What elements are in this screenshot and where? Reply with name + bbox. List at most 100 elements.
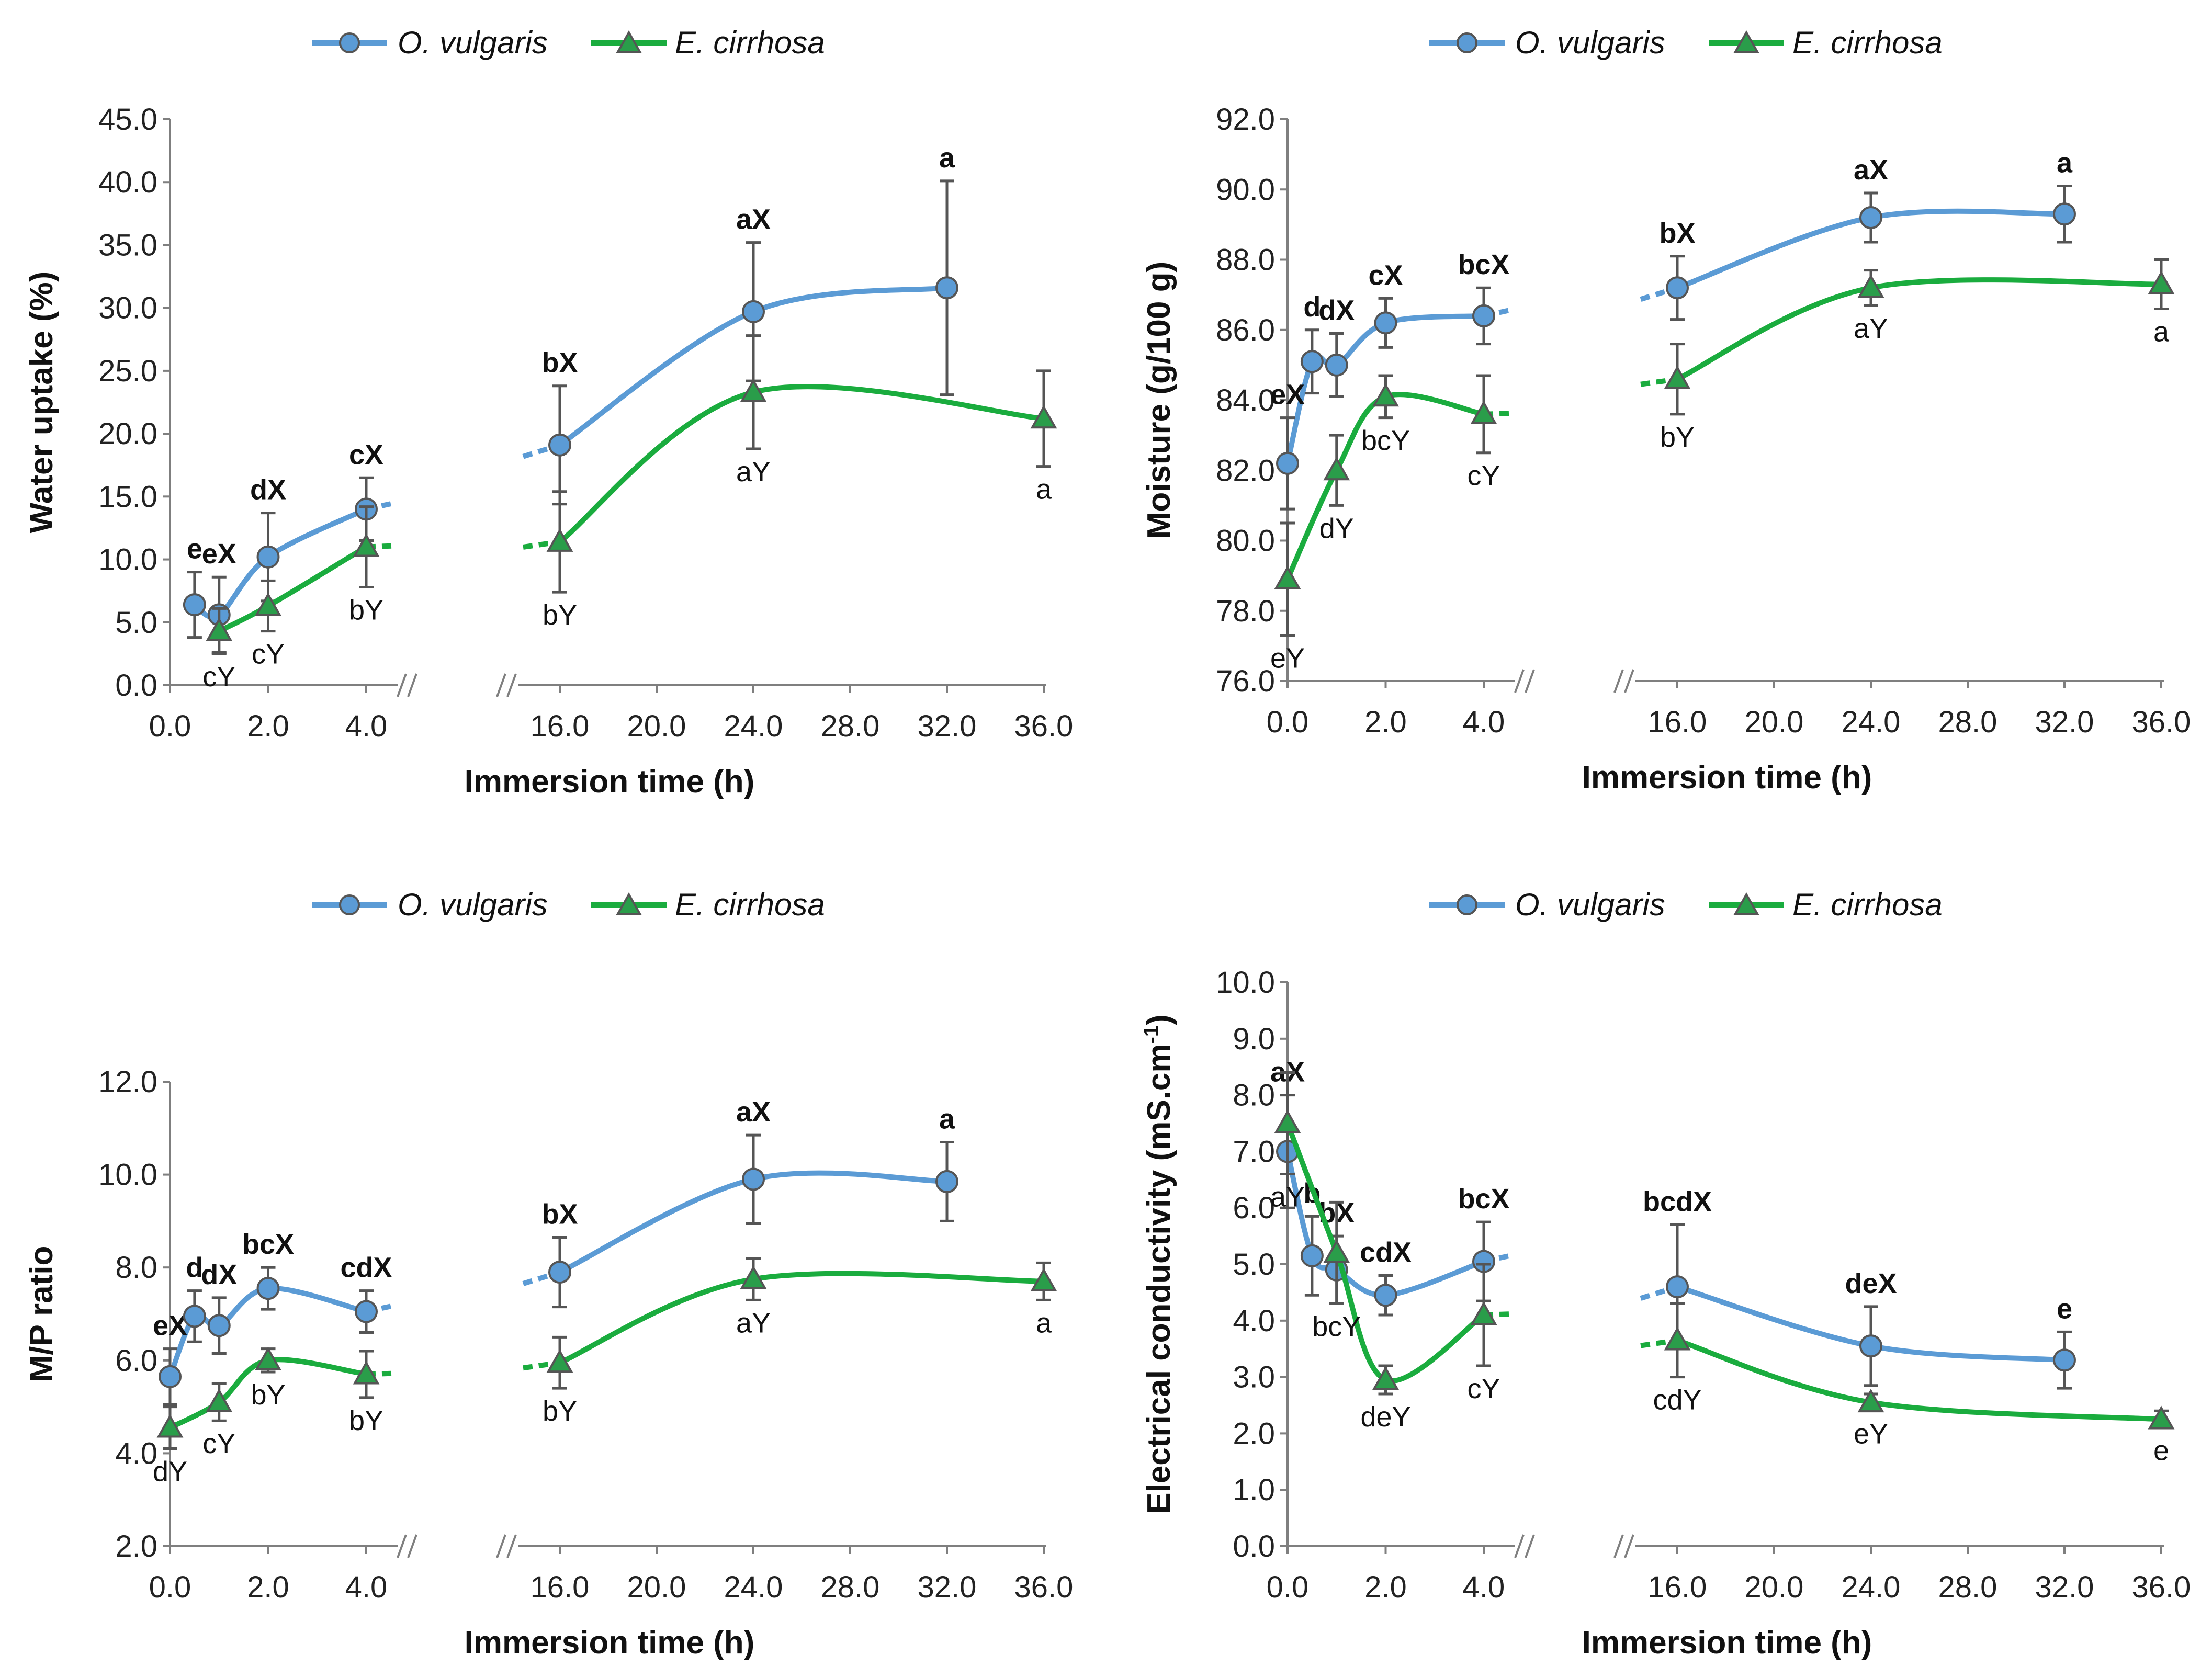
data-label: a [1036, 1307, 1052, 1339]
data-label: dY [1319, 513, 1354, 544]
data-point-e-cirrhosa [1470, 400, 1497, 424]
x-tick-label: 16.0 [531, 709, 590, 743]
legend-marker-o-vulgaris [339, 894, 360, 915]
data-point-o-vulgaris [548, 433, 571, 457]
data-point-e-cirrhosa [1274, 565, 1301, 589]
y-tick-label: 10.0 [1216, 966, 1275, 1000]
data-label: bX [541, 1198, 578, 1230]
data-label: cY [252, 639, 285, 670]
y-axis-title: Electrical conductivity (mS.cm-1) [1140, 1014, 1177, 1514]
series-e-cirrhosa: aY bcY deY cY cdY eY e [1270, 1071, 2175, 1467]
data-label: bY [1660, 422, 1695, 453]
series-e-cirrhosa: cY cY bY bY aY a [202, 334, 1057, 693]
data-point-o-vulgaris [183, 593, 206, 617]
y-tick-label: 6.0 [1233, 1191, 1275, 1225]
y-axis: 0.0 1.0 2.0 3.0 4.0 5.0 6.0 7.0 8.0 9.0 10.0 [1216, 966, 1289, 1563]
data-point-o-vulgaris [207, 1314, 231, 1337]
x-tick-label: 20.0 [627, 709, 686, 743]
y-tick-label: 40.0 [98, 165, 157, 199]
series-dash-e-cirrhosa [523, 539, 560, 550]
data-label: bcY [1361, 425, 1410, 457]
data-point-o-vulgaris [183, 1305, 206, 1328]
data-point-o-vulgaris [159, 1365, 182, 1388]
y-tick-label: 10.0 [98, 1158, 157, 1192]
y-tick-label: 0.0 [115, 668, 157, 702]
x-tick-label: 32.0 [2035, 1570, 2094, 1604]
data-point-o-vulgaris [1276, 451, 1299, 475]
data-label: deX [1845, 1268, 1897, 1299]
axis-break-mark [1525, 669, 1535, 693]
axis-break-mark [1525, 1534, 1535, 1558]
legend-label-e-cirrhosa: E. cirrhosa [675, 25, 825, 60]
series-line-e-cirrhosa-left [167, 1357, 369, 1431]
data-point-e-cirrhosa [1323, 1239, 1350, 1263]
data-label: dX [201, 1259, 237, 1290]
x-tick-label: 4.0 [345, 709, 388, 743]
series-line-e-cirrhosa-right [1675, 277, 2164, 382]
y-tick-label: 82.0 [1216, 453, 1275, 487]
data-label: aY [1854, 313, 1888, 344]
y-tick-label: 76.0 [1216, 664, 1275, 698]
axis-break-mark [1624, 669, 1634, 693]
axis-break-mark [496, 673, 506, 697]
x-tick-label: 20.0 [1745, 705, 1804, 739]
x-axis: 0.0 2.0 4.0 16.0 20.0 24.0 28.0 32.0 36.0 [1267, 1534, 2191, 1604]
x-tick-label: 24.0 [1842, 705, 1901, 739]
x-tick-label: 4.0 [1463, 1570, 1505, 1604]
x-axis: 0.0 2.0 4.0 16.0 20.0 24.0 28.0 32.0 36.0 [1267, 669, 2191, 739]
data-label: eX [202, 538, 236, 570]
data-label: deY [1360, 1401, 1410, 1433]
data-label: aX [736, 204, 771, 235]
data-label: aX [1854, 154, 1888, 186]
legend-marker-o-vulgaris [339, 32, 360, 53]
data-point-e-cirrhosa [1030, 1267, 1057, 1291]
data-label: d [186, 1252, 203, 1284]
x-tick-label: 4.0 [1463, 705, 1505, 739]
x-tick-label: 2.0 [1364, 705, 1407, 739]
y-tick-label: 25.0 [98, 354, 157, 388]
y-tick-label: 12.0 [98, 1065, 157, 1099]
data-point-o-vulgaris [742, 1167, 765, 1191]
y-tick-label: 90.0 [1216, 173, 1275, 207]
data-label: bcX [1458, 1183, 1509, 1215]
data-point-o-vulgaris [548, 1261, 571, 1284]
chart-panel-moisture: O. vulgaris E. cirrhosa 76.0 78.0 80.0 82.0 84… [1141, 25, 2191, 796]
y-tick-label: 10.0 [98, 543, 157, 577]
data-label: dX [1318, 294, 1355, 326]
series-dash-e-cirrhosa [523, 1360, 560, 1371]
chart-panel-water-uptake: O. vulgaris E. cirrhosa 0.0 5.0 10.0 15.0 20.0… [24, 25, 1073, 800]
data-point-e-cirrhosa [353, 533, 380, 557]
legend: O. vulgaris E. cirrhosa [1429, 25, 1943, 60]
legend-label-e-cirrhosa: E. cirrhosa [1792, 887, 1943, 922]
data-label: a [2153, 316, 2170, 347]
legend-label-e-cirrhosa: E. cirrhosa [1792, 25, 1943, 60]
data-point-o-vulgaris [1374, 311, 1397, 335]
data-label: dX [250, 474, 286, 506]
series-line-e-cirrhosa-left [1285, 392, 1486, 582]
data-label: a [939, 142, 955, 174]
x-axis-title: Immersion time (h) [465, 1625, 755, 1661]
data-label: bcX [242, 1229, 294, 1260]
x-axis-title: Immersion time (h) [1582, 1625, 1872, 1661]
legend-label-e-cirrhosa: E. cirrhosa [675, 887, 825, 922]
data-label: eX [1270, 379, 1305, 411]
series-dash-e-cirrhosa [1640, 376, 1678, 387]
legend-marker-e-cirrhosa [1733, 30, 1759, 53]
series-o-vulgaris: aXbbXcdXbcXbcdXdeXe [1270, 1057, 2076, 1390]
data-point-o-vulgaris [355, 1300, 378, 1323]
data-label: aY [1270, 1182, 1305, 1213]
data-point-o-vulgaris [1374, 1284, 1397, 1307]
data-point-e-cirrhosa [1372, 1366, 1399, 1390]
series-line-e-cirrhosa-right [557, 384, 1046, 545]
y-axis-title: Water uptake (%) [24, 271, 60, 534]
x-tick-label: 16.0 [1648, 705, 1707, 739]
data-label: bY [349, 1405, 383, 1436]
data-point-e-cirrhosa [255, 1346, 281, 1370]
y-tick-label: 92.0 [1216, 103, 1275, 137]
x-tick-label: 0.0 [1267, 705, 1309, 739]
data-point-o-vulgaris [256, 545, 280, 569]
y-tick-label: 6.0 [115, 1344, 157, 1378]
series-o-vulgaris: eeX dX cX bX aX a [183, 142, 958, 654]
axis-break-mark [407, 673, 417, 697]
